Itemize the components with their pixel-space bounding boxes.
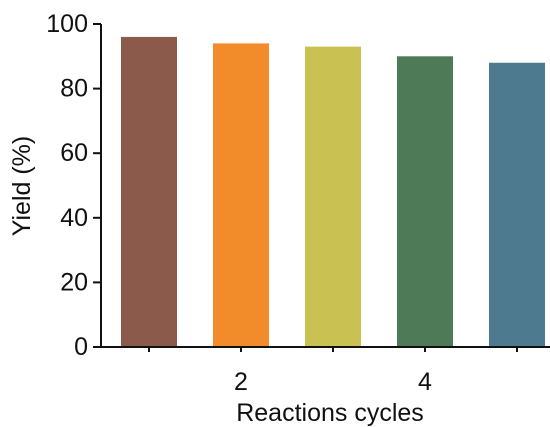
bar-cycle-1 — [121, 36, 177, 348]
bar-cycle-5 — [489, 62, 545, 347]
bar-cycle-3 — [305, 46, 361, 348]
axes-group — [100, 24, 550, 348]
y-tick-label: 100 — [46, 10, 88, 38]
x-tick-label: 4 — [418, 368, 432, 396]
x-tick-label: 2 — [234, 368, 248, 396]
y-tick-label: 40 — [60, 204, 88, 232]
y-tick-label: 80 — [60, 75, 88, 103]
y-ticks-group: 0 20 40 60 80 100 — [46, 10, 101, 361]
bar-cycle-4 — [397, 56, 453, 348]
y-axis-label: Yield (%) — [8, 136, 36, 237]
bars-group — [121, 36, 545, 348]
x-axis-label: Reactions cycles — [236, 399, 424, 427]
y-tick-label: 60 — [60, 139, 88, 167]
bar-cycle-2 — [213, 43, 269, 347]
y-tick-label: 0 — [74, 333, 88, 361]
y-tick-label: 20 — [60, 268, 88, 296]
